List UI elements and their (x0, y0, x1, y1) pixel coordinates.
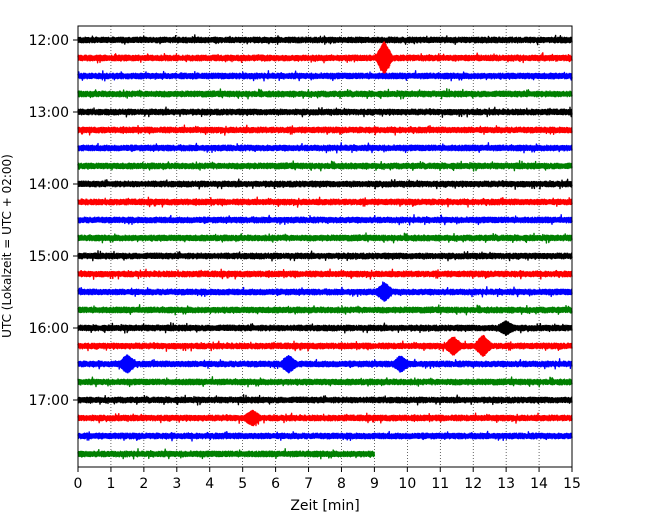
y-axis-label: UTC (Lokalzeit = UTC + 02:00) (0, 154, 14, 338)
y-tick-label: 13:00 (29, 105, 69, 121)
x-tick-label: 10 (398, 476, 416, 492)
trace-1215 (77, 41, 573, 76)
x-tick-label: 1 (106, 476, 115, 492)
trace-1715 (77, 409, 573, 427)
trace-1600 (77, 320, 573, 336)
trace-1315 (77, 124, 573, 136)
x-tick-label: 13 (497, 476, 515, 492)
plot-frame (77, 25, 573, 468)
trace-1230 (77, 70, 573, 82)
trace-1415 (77, 196, 573, 208)
trace-1515 (77, 268, 573, 280)
trace-1445 (77, 232, 573, 244)
trace-1700 (77, 394, 573, 406)
y-tick-label: 14:00 (29, 177, 69, 193)
y-axis-ticks: 12:00 13:00 14:00 15:00 16:00 17:00 (29, 33, 78, 409)
y-tick-label: 12:00 (29, 33, 69, 49)
x-tick-label: 15 (563, 476, 581, 492)
trace-1400 (77, 178, 573, 190)
x-tick-label: 3 (172, 476, 181, 492)
x-tick-label: 4 (205, 476, 214, 492)
trace-1500 (77, 250, 573, 262)
y-tick-label: 16:00 (29, 321, 69, 337)
trace-1245 (77, 88, 573, 100)
x-tick-label: 5 (238, 476, 247, 492)
trace-1300 (77, 106, 573, 118)
x-tick-label: 9 (370, 476, 379, 492)
trace-1345 (77, 160, 573, 172)
x-tick-label: 14 (530, 476, 548, 492)
trace-1730 (77, 430, 573, 442)
x-axis-label: Zeit [min] (290, 498, 359, 514)
trace-1745 (77, 448, 376, 460)
seismic-traces (77, 34, 573, 460)
trace-1430 (77, 214, 573, 226)
trace-1615 (77, 334, 573, 357)
x-tick-label: 11 (431, 476, 449, 492)
trace-1645 (77, 376, 573, 388)
trace-1530 (77, 281, 573, 302)
x-tick-label: 2 (139, 476, 148, 492)
trace-1330 (77, 142, 573, 154)
trace-1545 (77, 304, 573, 316)
x-tick-label: 12 (464, 476, 482, 492)
x-axis-ticks: 0 1 2 3 4 5 6 7 8 9 10 11 12 13 14 15 (74, 467, 581, 492)
y-tick-label: 15:00 (29, 249, 69, 265)
trace-1630 (77, 354, 573, 374)
x-tick-label: 6 (271, 476, 280, 492)
x-tick-label: 0 (74, 476, 83, 492)
trace-1200 (77, 34, 573, 46)
x-tick-label: 8 (337, 476, 346, 492)
y-tick-label: 17:00 (29, 393, 69, 409)
x-tick-label: 7 (304, 476, 313, 492)
